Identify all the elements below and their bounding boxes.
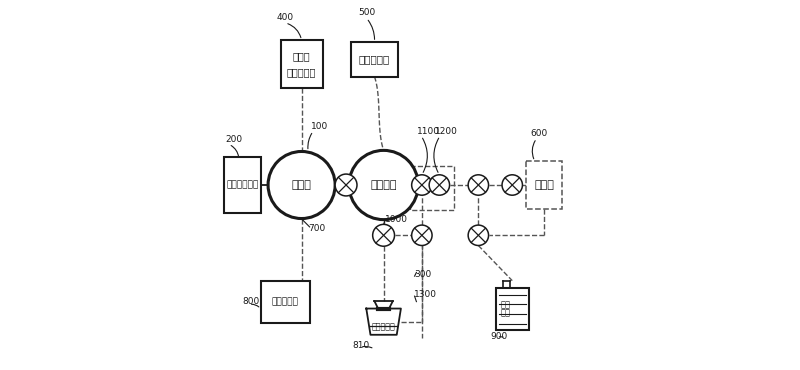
Bar <box>281 40 322 88</box>
Text: 700: 700 <box>308 224 326 233</box>
Circle shape <box>335 174 357 196</box>
Text: 900: 900 <box>490 332 508 341</box>
Text: 1300: 1300 <box>414 290 437 299</box>
Circle shape <box>502 175 522 195</box>
Circle shape <box>349 150 418 220</box>
Polygon shape <box>366 309 401 335</box>
Text: 600: 600 <box>530 130 548 138</box>
Text: 试样室: 试样室 <box>534 180 554 190</box>
Text: 质量流量计: 质量流量计 <box>359 54 390 64</box>
Text: 200: 200 <box>225 135 242 144</box>
Bar <box>410 166 454 210</box>
Bar <box>224 157 261 213</box>
Text: 400: 400 <box>277 13 294 22</box>
Circle shape <box>412 175 432 195</box>
Text: 810: 810 <box>353 341 370 350</box>
Text: 100: 100 <box>310 122 328 131</box>
Circle shape <box>468 225 489 246</box>
Text: 1200: 1200 <box>435 127 458 135</box>
Text: 1000: 1000 <box>386 215 409 224</box>
Text: 定量质量系统: 定量质量系统 <box>226 181 258 189</box>
Text: 300: 300 <box>414 270 431 279</box>
Text: 全范围: 全范围 <box>293 51 310 61</box>
Bar <box>526 161 562 209</box>
Bar <box>496 288 529 330</box>
Circle shape <box>373 224 394 246</box>
Circle shape <box>429 175 450 195</box>
Text: 800: 800 <box>242 297 260 306</box>
Circle shape <box>468 175 489 195</box>
Text: 放转: 放转 <box>501 300 510 309</box>
Circle shape <box>412 225 432 246</box>
Text: 主腔室: 主腔室 <box>292 180 311 190</box>
Text: 涡轮泵泵站: 涡轮泵泵站 <box>272 297 298 306</box>
Text: 500: 500 <box>358 9 375 17</box>
Text: 分子腔室: 分子腔室 <box>370 180 397 190</box>
Circle shape <box>268 151 335 219</box>
Text: 1100: 1100 <box>417 127 440 135</box>
Text: 第二涡轮泵: 第二涡轮泵 <box>372 323 395 332</box>
Text: 真空压力计: 真空压力计 <box>287 67 316 77</box>
Text: 式泵: 式泵 <box>501 309 510 318</box>
Bar <box>261 281 310 323</box>
Bar <box>350 42 398 77</box>
